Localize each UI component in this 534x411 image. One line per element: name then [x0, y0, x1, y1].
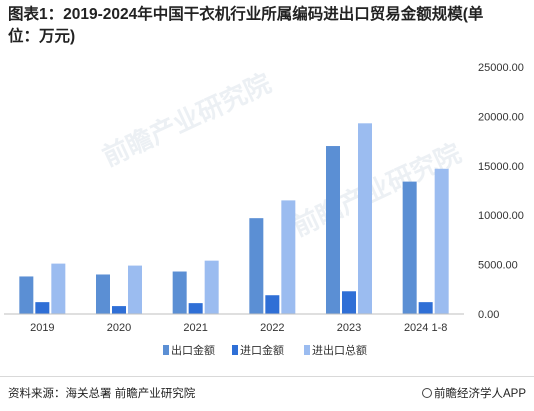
bar-export — [326, 146, 340, 314]
brand-text: 前瞻经济学人APP — [433, 388, 526, 400]
bar-total — [281, 200, 296, 314]
x-tick-label: 2024 1-8 — [404, 322, 447, 334]
bar-total — [358, 123, 372, 314]
bar-total — [204, 260, 219, 314]
bar-import — [265, 295, 280, 314]
brand-label: 前瞻经济学人APP — [421, 385, 526, 401]
y-tick-label: 0.00 — [478, 309, 499, 321]
x-tick-label: 2021 — [183, 322, 207, 334]
bar-export — [96, 274, 110, 314]
bar-import — [35, 302, 50, 314]
y-tick-label: 15000.00 — [478, 161, 524, 173]
bar-total — [434, 168, 449, 314]
y-tick-label: 10000.00 — [478, 210, 524, 222]
bar-import — [418, 302, 433, 314]
legend-label: 出口金额 — [171, 343, 215, 357]
legend-label: 进出口总额 — [312, 343, 367, 357]
legend-swatch — [163, 345, 169, 355]
brand-logo-icon — [421, 388, 432, 398]
legend-swatch — [232, 345, 238, 355]
y-tick-label: 25000.00 — [478, 62, 524, 74]
bar-export — [19, 276, 34, 314]
bar-export — [172, 271, 187, 314]
bar-export — [402, 181, 417, 314]
x-tick-label: 2022 — [260, 322, 284, 334]
x-tick-label: 2019 — [30, 322, 54, 334]
bar-chart: 2019 2020 2021 2022 2023 2024 1-8 0.00 5000.00… — [4, 62, 524, 357]
bar-import — [342, 291, 356, 314]
y-tick-label: 5000.00 — [478, 260, 518, 272]
bar-export — [249, 218, 264, 314]
bar-import — [188, 303, 203, 314]
bar-total — [128, 265, 142, 314]
source-note: 资料来源：海关总署 前瞻产业研究院 — [8, 388, 196, 400]
bar-import — [112, 306, 126, 314]
footer: 资料来源：海关总署 前瞻产业研究院 前瞻经济学人APP — [0, 376, 534, 407]
chart-title: 图表1：2019-2024年中国干衣机行业所属编码进出口贸易金额规模(单位：万元… — [8, 6, 484, 45]
legend-swatch — [304, 345, 310, 355]
x-tick-label: 2020 — [107, 322, 131, 334]
y-tick-label: 20000.00 — [478, 111, 524, 123]
x-tick-label: 2023 — [337, 322, 361, 334]
legend-label: 进口金额 — [240, 343, 284, 357]
bar-total — [51, 263, 66, 314]
